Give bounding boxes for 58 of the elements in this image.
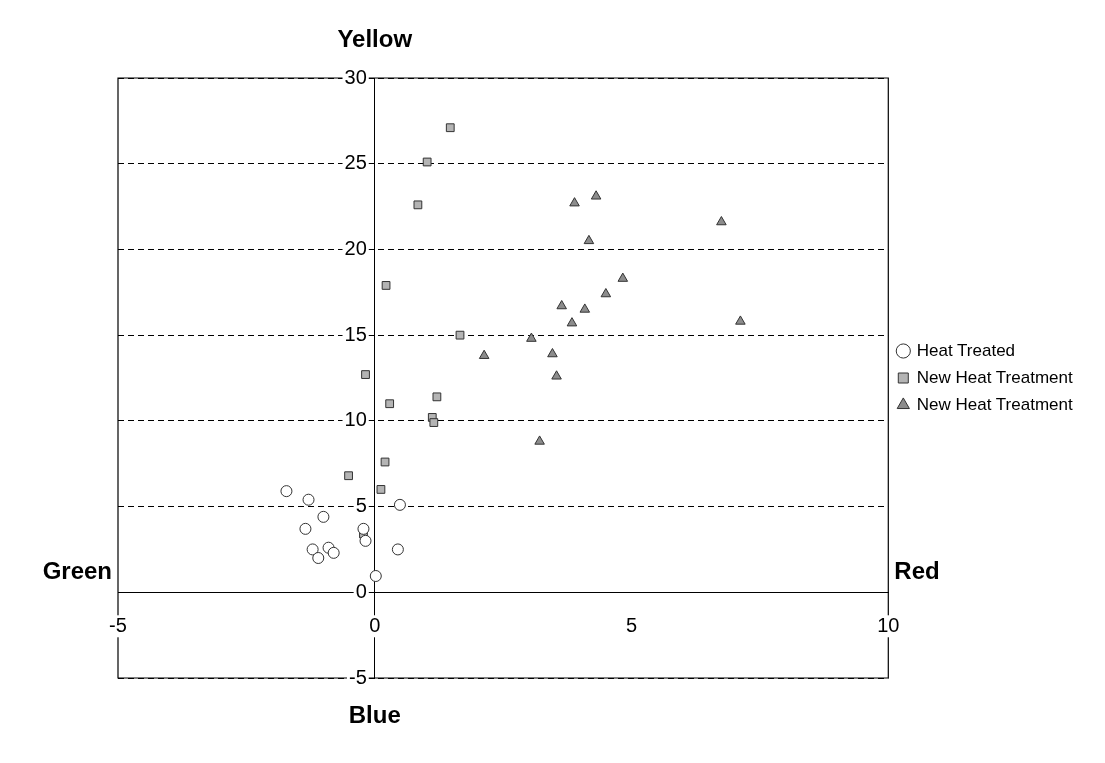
x-tick-label: 5 xyxy=(625,613,638,636)
point xyxy=(381,281,391,290)
point xyxy=(302,493,315,506)
point xyxy=(385,399,395,409)
point xyxy=(534,435,545,445)
y-tick-label: 15 xyxy=(344,322,367,345)
legend-label: Heat Treated xyxy=(916,340,1016,360)
y-tick-label: -5 xyxy=(348,665,367,688)
point xyxy=(306,543,319,556)
x-tick-label: 10 xyxy=(877,613,900,636)
point xyxy=(429,418,439,427)
point xyxy=(579,303,591,313)
legend-label: New Heat Treatment xyxy=(916,394,1073,414)
y-tick-label: 20 xyxy=(344,236,367,259)
text: Red xyxy=(894,556,940,584)
point xyxy=(735,315,746,325)
point xyxy=(526,332,537,342)
point xyxy=(590,190,602,200)
point xyxy=(393,498,406,511)
point xyxy=(422,157,432,167)
text: Blue xyxy=(348,700,401,728)
point xyxy=(600,288,612,298)
point xyxy=(376,485,386,494)
point xyxy=(413,200,423,210)
text: Green xyxy=(42,556,112,584)
point xyxy=(369,570,382,582)
x-tick-label: 0 xyxy=(369,613,381,636)
point xyxy=(445,123,455,133)
point xyxy=(547,348,558,358)
point xyxy=(478,349,490,359)
point xyxy=(583,234,595,245)
point xyxy=(299,522,312,535)
point xyxy=(327,546,340,559)
point xyxy=(617,272,629,282)
point xyxy=(312,552,325,564)
text: Yellow xyxy=(337,24,413,52)
point xyxy=(432,392,442,402)
y-tick-label: 30 xyxy=(344,65,367,88)
point xyxy=(280,485,293,498)
point xyxy=(380,457,390,467)
point xyxy=(391,543,404,556)
y-tick-label: 0 xyxy=(355,579,367,602)
point xyxy=(344,471,353,481)
point xyxy=(569,197,580,207)
legend-label: New Heat Treatment xyxy=(916,367,1073,387)
y-tick-label: 10 xyxy=(344,408,367,431)
point xyxy=(556,300,567,310)
y-tick-label: 5 xyxy=(355,494,367,517)
point xyxy=(361,370,370,379)
point xyxy=(317,510,330,523)
point xyxy=(566,317,578,327)
point xyxy=(551,370,562,380)
point xyxy=(357,522,370,535)
x-tick-label: -5 xyxy=(109,613,127,636)
y-tick-label: 25 xyxy=(344,151,367,174)
point xyxy=(716,216,727,226)
point xyxy=(455,330,465,340)
point xyxy=(359,534,372,547)
